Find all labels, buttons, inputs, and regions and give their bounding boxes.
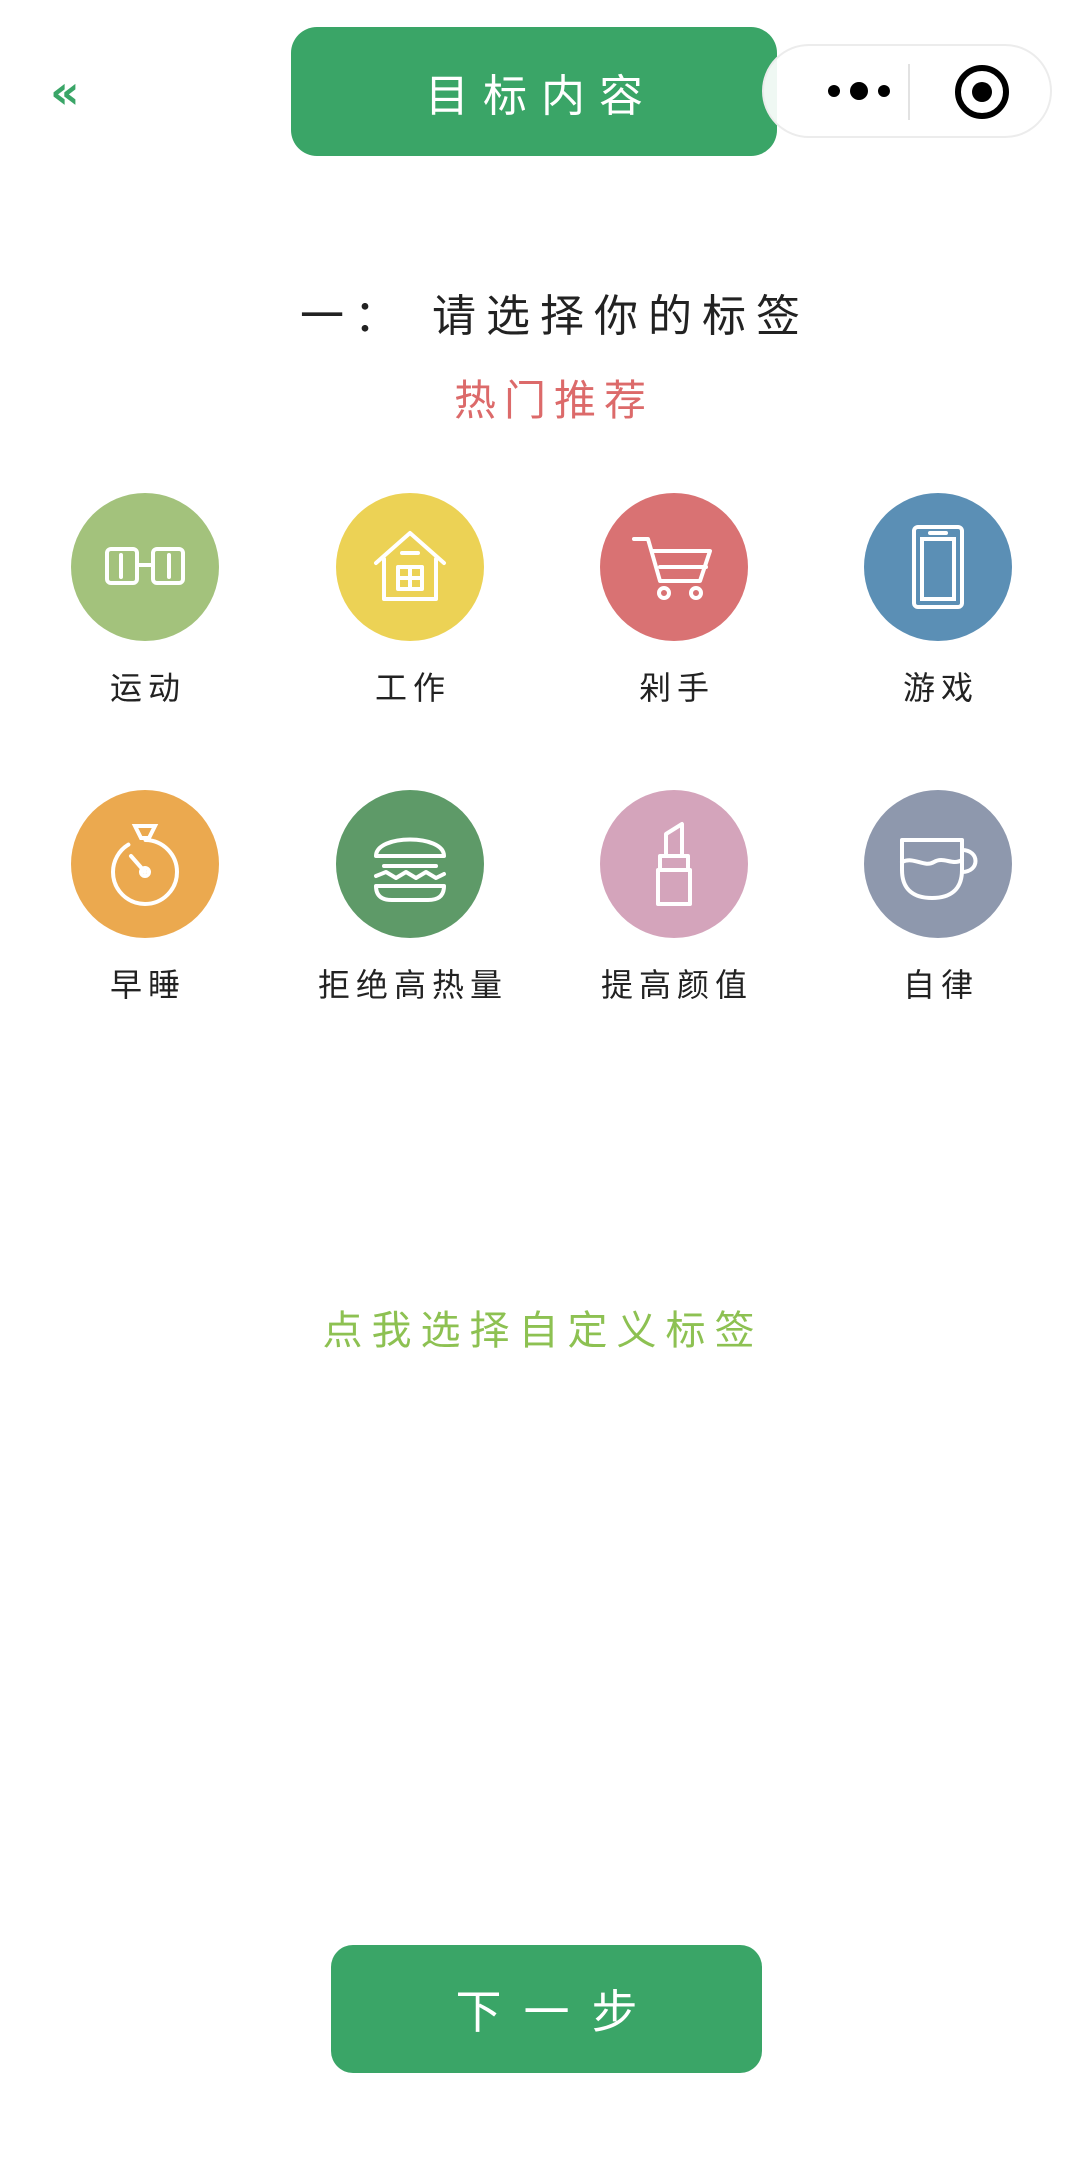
tag-circle	[600, 790, 748, 938]
tag-work[interactable]: 工作	[290, 493, 530, 709]
tablet-icon	[912, 525, 964, 609]
stopwatch-icon	[111, 824, 180, 906]
back-icon[interactable]: «	[50, 65, 80, 119]
tag-self-discipline[interactable]: 自律	[818, 790, 1058, 1006]
tag-label: 剁手	[638, 669, 715, 707]
lipstick-icon	[656, 822, 692, 906]
burger-icon	[374, 837, 446, 902]
tag-label: 拒绝高热量	[317, 966, 508, 1004]
tag-circle	[71, 790, 219, 938]
glasses-icon	[105, 547, 185, 585]
tag-circle	[864, 790, 1012, 938]
step-title: 一： 请选择你的标签	[300, 291, 810, 342]
tag-label: 工作	[374, 669, 451, 707]
tag-label: 自律	[902, 966, 979, 1004]
tag-low-calorie[interactable]: 拒绝高热量	[290, 790, 530, 1006]
tag-game[interactable]: 游戏	[818, 493, 1058, 709]
next-button[interactable]: 下一步	[331, 1945, 762, 2073]
cart-icon	[632, 537, 712, 600]
tag-label: 游戏	[902, 669, 979, 707]
hot-recommend-label: 热门推荐	[453, 376, 654, 425]
tag-label: 运动	[109, 669, 186, 707]
tag-early-sleep[interactable]: 早睡	[25, 790, 265, 1006]
cup-icon	[900, 838, 978, 900]
page-title: 目标内容	[291, 27, 777, 156]
tag-label: 早睡	[109, 966, 186, 1004]
capsule-divider	[908, 64, 910, 120]
tag-label: 提高颜值	[600, 966, 753, 1004]
house-icon	[374, 531, 446, 601]
tag-circle	[71, 493, 219, 641]
mini-program-capsule	[762, 44, 1052, 138]
tag-shopping[interactable]: 剁手	[554, 493, 794, 709]
tag-circle	[864, 493, 1012, 641]
tag-circle	[336, 790, 484, 938]
tag-sport[interactable]: 运动	[25, 493, 265, 709]
custom-tag-link[interactable]: 点我选择自定义标签	[322, 1308, 764, 1354]
more-options-icon[interactable]	[804, 46, 914, 136]
tag-circle	[336, 493, 484, 641]
tag-beauty[interactable]: 提高颜值	[554, 790, 794, 1006]
tag-circle	[600, 493, 748, 641]
close-target-icon[interactable]	[954, 64, 1010, 120]
